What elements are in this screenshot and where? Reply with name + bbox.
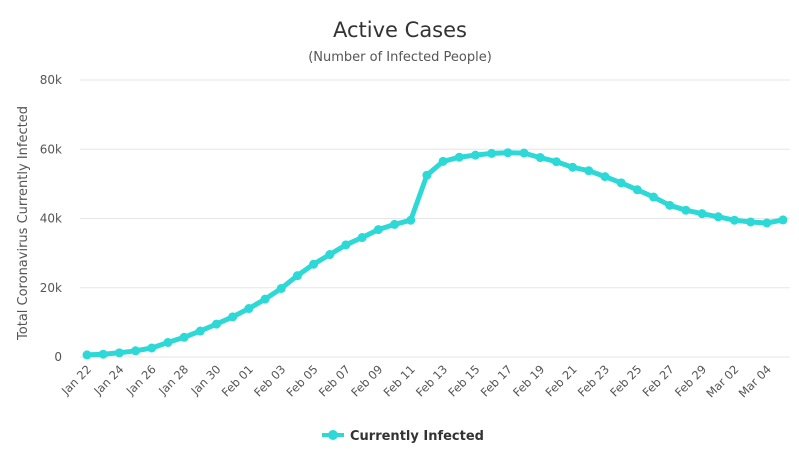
data-point[interactable]	[147, 343, 157, 353]
data-point[interactable]	[551, 157, 561, 167]
data-point[interactable]	[131, 346, 141, 356]
x-tick-label: Feb 17	[478, 362, 515, 399]
data-point[interactable]	[616, 178, 626, 188]
data-point[interactable]	[179, 332, 189, 342]
data-point[interactable]	[438, 156, 448, 166]
data-point[interactable]	[584, 166, 594, 176]
data-point[interactable]	[309, 259, 319, 269]
data-point[interactable]	[292, 271, 302, 281]
data-point[interactable]	[665, 200, 675, 210]
data-point[interactable]	[390, 219, 400, 229]
data-point[interactable]	[600, 172, 610, 182]
data-point[interactable]	[373, 225, 383, 235]
y-tick-label: 80k	[40, 73, 62, 87]
data-point[interactable]	[487, 148, 497, 158]
data-point[interactable]	[649, 192, 659, 202]
legend-marker-swatch	[328, 430, 338, 440]
x-tick-label: Feb 11	[381, 362, 418, 399]
data-point[interactable]	[535, 153, 545, 163]
x-tick-label: Jan 26	[123, 362, 159, 398]
data-point[interactable]	[98, 349, 108, 359]
data-point[interactable]	[82, 350, 92, 360]
data-point[interactable]	[762, 218, 772, 228]
data-point[interactable]	[746, 217, 756, 227]
x-tick-label: Feb 15	[445, 362, 482, 399]
y-tick-label: 0	[54, 350, 62, 364]
data-point[interactable]	[778, 215, 788, 225]
x-tick-label: Mar 04	[736, 362, 774, 400]
x-tick-label: Feb 05	[283, 362, 320, 399]
legend-label-currently-infected: Currently Infected	[350, 429, 484, 444]
data-point[interactable]	[260, 294, 270, 304]
data-point[interactable]	[470, 150, 480, 160]
x-tick-label: Mar 02	[703, 362, 741, 400]
data-point[interactable]	[276, 283, 286, 293]
y-axis-ticks: 0 20k 40k 60k 80k	[40, 73, 62, 364]
data-point[interactable]	[341, 240, 351, 250]
data-point[interactable]	[697, 209, 707, 219]
series-line	[84, 150, 786, 358]
y-tick-label: 40k	[40, 212, 62, 226]
data-point[interactable]	[114, 348, 124, 358]
y-tick-label: 20k	[40, 281, 62, 295]
x-tick-label: Jan 28	[155, 362, 191, 398]
data-point[interactable]	[713, 212, 723, 222]
data-point[interactable]	[228, 312, 238, 322]
x-tick-label: Feb 19	[510, 362, 547, 399]
data-point[interactable]	[325, 250, 335, 260]
data-point[interactable]	[422, 170, 432, 180]
x-tick-label: Feb 25	[607, 362, 644, 399]
x-tick-label: Feb 07	[316, 362, 353, 399]
grid-lines	[80, 79, 790, 358]
data-point[interactable]	[632, 185, 642, 195]
x-tick-label: Feb 21	[542, 362, 579, 399]
chart-title: Active Cases	[333, 18, 467, 42]
x-tick-label: Feb 29	[672, 362, 709, 399]
x-tick-label: Feb 01	[219, 362, 256, 399]
data-point[interactable]	[729, 215, 739, 225]
x-tick-label: Jan 30	[188, 362, 224, 398]
data-point[interactable]	[195, 326, 205, 336]
data-point[interactable]	[406, 215, 416, 225]
y-tick-label: 60k	[40, 142, 62, 156]
legend[interactable]: Currently Infected	[322, 429, 484, 444]
data-point[interactable]	[454, 152, 464, 162]
data-point[interactable]	[568, 162, 578, 172]
series-currently-infected	[82, 148, 788, 360]
data-point[interactable]	[681, 205, 691, 215]
chart-subtitle: (Number of Infected People)	[308, 50, 492, 65]
data-point[interactable]	[163, 337, 173, 347]
data-point[interactable]	[519, 148, 529, 158]
data-point[interactable]	[503, 148, 513, 158]
data-point[interactable]	[357, 233, 367, 243]
x-tick-label: Jan 24	[90, 362, 126, 398]
y-axis-label: Total Coronavirus Currently Infected	[16, 106, 31, 341]
x-tick-label: Feb 09	[348, 362, 385, 399]
x-tick-label: Feb 03	[251, 362, 288, 399]
x-tick-label: Feb 13	[413, 362, 450, 399]
data-point[interactable]	[244, 304, 254, 314]
data-point[interactable]	[211, 319, 221, 329]
x-tick-label: Feb 23	[575, 362, 612, 399]
x-tick-label: Feb 27	[640, 362, 677, 399]
x-tick-label: Jan 22	[58, 362, 94, 398]
